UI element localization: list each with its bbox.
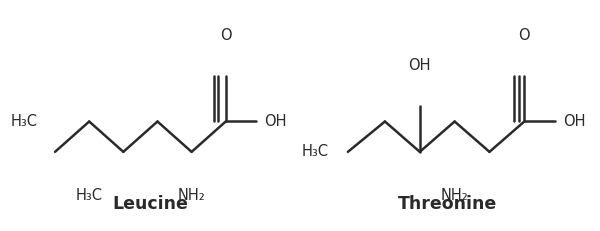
Text: OH: OH bbox=[409, 58, 431, 73]
Text: Leucine: Leucine bbox=[112, 195, 188, 213]
Text: OH: OH bbox=[264, 114, 287, 129]
Text: Threonine: Threonine bbox=[397, 195, 497, 213]
Text: O: O bbox=[518, 28, 530, 43]
Text: H₃C: H₃C bbox=[301, 144, 328, 159]
Text: H₃C: H₃C bbox=[76, 188, 103, 203]
Text: OH: OH bbox=[563, 114, 586, 129]
Text: NH₂: NH₂ bbox=[441, 188, 469, 203]
Text: NH₂: NH₂ bbox=[178, 188, 205, 203]
Text: H₃C: H₃C bbox=[11, 114, 38, 129]
Text: O: O bbox=[220, 28, 232, 43]
